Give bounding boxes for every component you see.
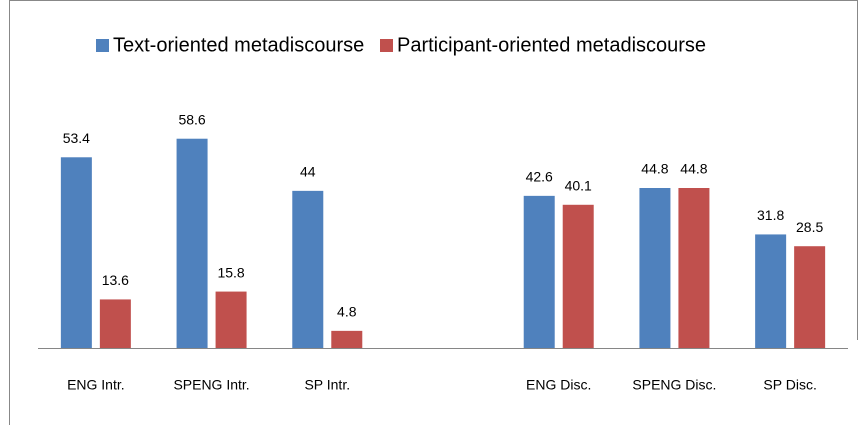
data-label: 44.8 (641, 161, 668, 177)
x-tick-label: SPENG Intr. (173, 377, 249, 393)
data-label: 42.6 (526, 169, 553, 185)
data-label: 31.8 (757, 207, 784, 223)
legend-label: Text-oriented metadiscourse (113, 34, 364, 56)
data-label: 44.8 (680, 161, 707, 177)
x-tick-label: SP Disc. (763, 377, 816, 393)
x-tick-label: ENG Intr. (67, 377, 125, 393)
legend-label: Participant-oriented metadiscourse (397, 34, 706, 56)
bar (215, 291, 247, 348)
bar (794, 246, 826, 348)
bar (562, 204, 594, 348)
legend-swatch (96, 39, 109, 52)
bar (523, 195, 555, 348)
data-label: 44 (300, 164, 316, 180)
data-label: 13.6 (102, 272, 129, 288)
data-label: 28.5 (796, 219, 823, 235)
data-label: 58.6 (178, 111, 205, 127)
data-label: 15.8 (217, 264, 244, 280)
x-tick-label: SPENG Disc. (632, 377, 716, 393)
data-label: 53.4 (63, 130, 90, 146)
bar (60, 157, 92, 348)
data-label: 40.1 (565, 177, 592, 193)
bar (292, 190, 324, 348)
bar (755, 234, 787, 348)
bar (639, 188, 671, 348)
x-tick-label: SP Intr. (304, 377, 350, 393)
data-label: 4.8 (337, 304, 357, 320)
bar (99, 299, 131, 348)
bar (678, 188, 710, 348)
bar (331, 330, 363, 348)
bar (176, 138, 208, 348)
x-tick-label: ENG Disc. (526, 377, 591, 393)
legend-swatch (380, 39, 393, 52)
